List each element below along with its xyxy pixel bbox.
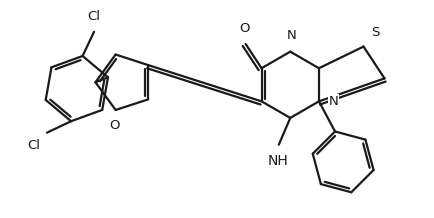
Text: Cl: Cl: [27, 139, 40, 152]
Text: O: O: [239, 22, 250, 35]
Text: NH: NH: [267, 154, 288, 168]
Text: Cl: Cl: [88, 10, 101, 24]
Text: N: N: [329, 95, 338, 108]
Text: S: S: [371, 26, 380, 39]
Text: O: O: [109, 119, 120, 132]
Text: N: N: [287, 29, 296, 42]
